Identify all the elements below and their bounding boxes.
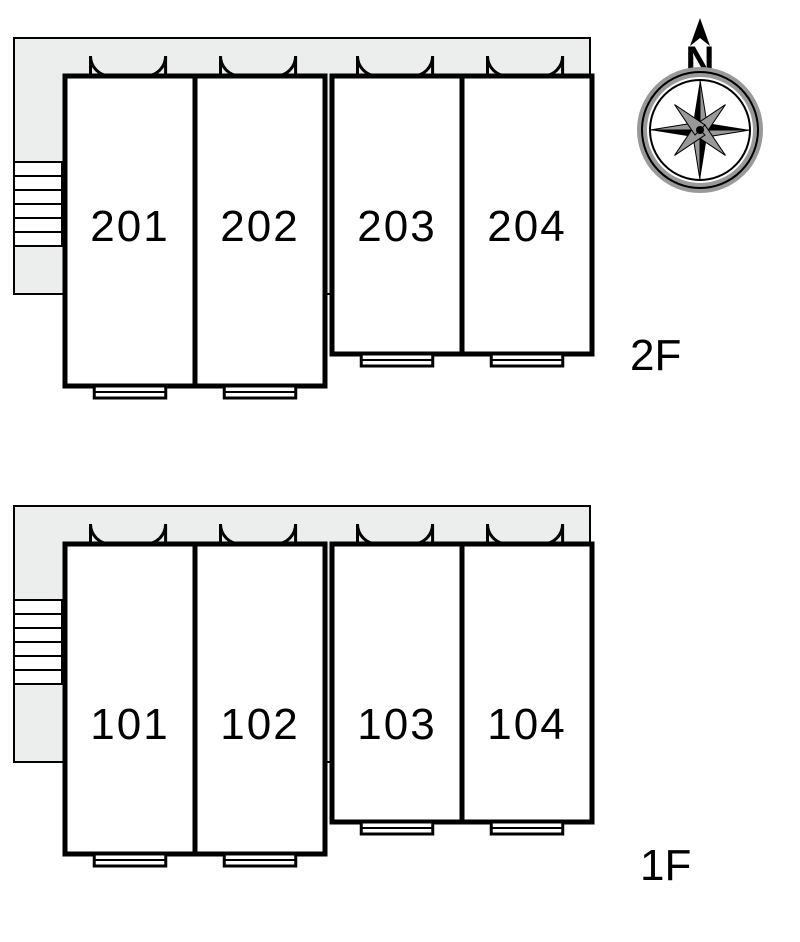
floor-1f: 101 102 103 104 1F bbox=[14, 506, 691, 890]
unit-202: 202 bbox=[195, 56, 325, 398]
unit-204: 204 bbox=[462, 56, 592, 366]
floor-label: 1F bbox=[640, 841, 691, 890]
floor-2f: 201 202 203 204 2F bbox=[14, 38, 681, 398]
unit-203: 203 bbox=[332, 56, 462, 366]
unit-box bbox=[195, 544, 325, 854]
unit-box bbox=[332, 544, 462, 822]
unit-label: 202 bbox=[220, 202, 299, 251]
unit-label: 103 bbox=[357, 700, 436, 749]
unit-102: 102 bbox=[195, 524, 325, 866]
unit-label: 102 bbox=[220, 700, 299, 749]
floorplan-diagram: 201 202 203 204 2F 101 102 103 104 1F N bbox=[0, 0, 800, 942]
compass-icon: N bbox=[642, 18, 758, 188]
unit-103: 103 bbox=[332, 524, 462, 834]
unit-label: 101 bbox=[90, 700, 169, 749]
unit-box bbox=[462, 544, 592, 822]
unit-label: 204 bbox=[487, 202, 566, 251]
unit-label: 201 bbox=[90, 202, 169, 251]
unit-104: 104 bbox=[462, 524, 592, 834]
unit-box bbox=[65, 544, 195, 854]
unit-label: 203 bbox=[357, 202, 436, 251]
unit-label: 104 bbox=[487, 700, 566, 749]
floor-label: 2F bbox=[630, 331, 681, 380]
stairs-icon bbox=[14, 600, 62, 684]
unit-201: 201 bbox=[65, 56, 195, 398]
unit-101: 101 bbox=[65, 524, 195, 866]
stairs-icon bbox=[14, 162, 62, 246]
